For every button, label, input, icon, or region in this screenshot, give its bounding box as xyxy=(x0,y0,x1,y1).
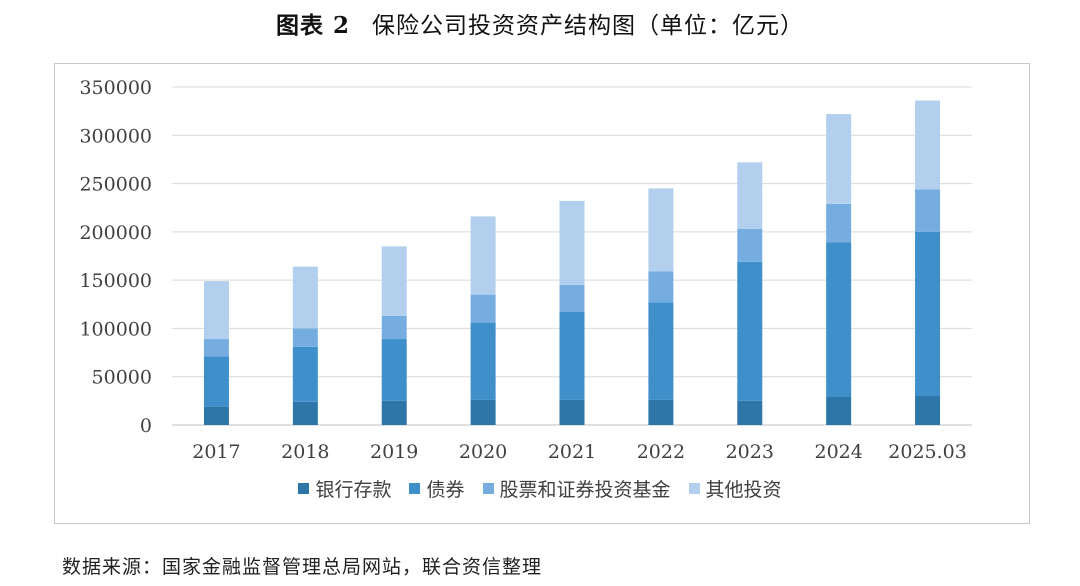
y-tick-label: 0 xyxy=(140,415,152,437)
y-axis: 0 50000 100000 150000 200000 250000 300000 3500… xyxy=(79,77,152,437)
bar-segment-2 xyxy=(470,322,496,400)
bar-segment-4 xyxy=(737,162,763,229)
bar-segment-3 xyxy=(470,294,496,323)
legend: 银行存款 债券 股票和证券投资基金 其他投资 xyxy=(0,475,1080,502)
bar-stack xyxy=(737,162,763,425)
y-tick-label: 50000 xyxy=(92,367,152,389)
legend-item: 其他投资 xyxy=(688,475,782,502)
bar-segment-3 xyxy=(559,284,585,313)
x-tick-label: 2021 xyxy=(548,441,596,463)
x-tick-label: 2020 xyxy=(459,441,507,463)
y-tick-label: 300000 xyxy=(79,125,152,147)
x-tick-label: 2024 xyxy=(814,441,862,463)
legend-item: 股票和证券投资基金 xyxy=(482,475,671,502)
chart-frame xyxy=(54,63,1030,524)
bar-segment-4 xyxy=(559,200,585,285)
bar-segment-3 xyxy=(826,203,852,243)
bar-segment-1 xyxy=(826,396,852,425)
bar-segment-4 xyxy=(292,266,318,329)
bar-stack xyxy=(915,100,941,425)
bar-segment-2 xyxy=(381,339,407,401)
legend-label: 债券 xyxy=(426,479,465,501)
bar-segment-4 xyxy=(826,114,852,204)
bar-segment-2 xyxy=(203,356,229,407)
bar-segment-2 xyxy=(648,302,674,400)
bar-segment-3 xyxy=(915,189,941,232)
y-tick-label: 100000 xyxy=(79,318,152,340)
bar-segment-4 xyxy=(381,246,407,316)
legend-label: 股票和证券投资基金 xyxy=(499,479,671,501)
bar-stack xyxy=(648,188,674,425)
bar-stack xyxy=(381,246,407,425)
bar-segment-4 xyxy=(470,216,496,295)
stacked-bar-chart: 0 50000 100000 150000 200000 250000 300000 3500… xyxy=(79,77,972,463)
bar-segment-1 xyxy=(203,406,229,425)
figure-caption: 保险公司投资资产结构图（单位：亿元） xyxy=(372,13,804,39)
y-tick-label: 150000 xyxy=(79,270,152,292)
legend-item: 银行存款 xyxy=(298,475,391,502)
bar-segment-3 xyxy=(203,339,229,357)
legend-swatch xyxy=(688,483,700,494)
bar-segment-1 xyxy=(648,399,674,425)
bars xyxy=(203,100,941,425)
legend-label: 银行存款 xyxy=(315,479,392,501)
bar-stack xyxy=(826,114,852,425)
legend-label: 其他投资 xyxy=(705,479,782,501)
figure-number: 图表 2 xyxy=(275,12,350,39)
bar-segment-2 xyxy=(559,312,585,400)
bar-segment-1 xyxy=(915,396,941,425)
x-tick-label: 2025.03 xyxy=(888,441,967,463)
source-note: 数据来源：国家金融监督管理总局网站，联合资信整理 xyxy=(62,556,543,578)
bar-segment-1 xyxy=(470,399,496,425)
bar-segment-2 xyxy=(915,231,941,397)
y-tick-label: 350000 xyxy=(79,77,152,99)
bar-segment-4 xyxy=(648,188,674,272)
bar-segment-1 xyxy=(737,400,763,425)
bar-segment-1 xyxy=(381,400,407,425)
bar-segment-4 xyxy=(203,281,229,340)
bar-segment-1 xyxy=(292,401,318,425)
legend-swatch xyxy=(298,483,310,494)
y-tick-label: 250000 xyxy=(79,174,152,196)
legend-swatch xyxy=(409,483,421,494)
bar-segment-2 xyxy=(737,261,763,401)
legend-item: 债券 xyxy=(409,475,465,502)
bar-stack xyxy=(470,216,496,425)
bar-segment-3 xyxy=(381,315,407,340)
bar-segment-3 xyxy=(292,328,318,347)
figure-title: 图表 2 保险公司投资资产结构图（单位：亿元） xyxy=(0,8,1080,44)
bar-segment-4 xyxy=(915,100,941,190)
bar-stack xyxy=(292,266,318,425)
bar-segment-3 xyxy=(737,228,763,262)
x-tick-label: 2022 xyxy=(637,441,685,463)
x-tick-label: 2017 xyxy=(192,441,240,463)
bar-segment-3 xyxy=(648,271,674,303)
x-tick-label: 2018 xyxy=(281,441,329,463)
y-tick-label: 200000 xyxy=(79,222,152,244)
x-axis: 2017 2018 2019 2020 2021 2022 2023 2024 2025.03 xyxy=(192,441,967,463)
bar-segment-1 xyxy=(559,399,585,425)
x-tick-label: 2023 xyxy=(726,441,774,463)
bar-stack xyxy=(559,200,585,425)
bar-segment-2 xyxy=(292,346,318,402)
legend-swatch xyxy=(482,483,494,494)
x-tick-label: 2019 xyxy=(370,441,418,463)
bar-stack xyxy=(203,281,229,425)
bar-segment-2 xyxy=(826,242,852,397)
